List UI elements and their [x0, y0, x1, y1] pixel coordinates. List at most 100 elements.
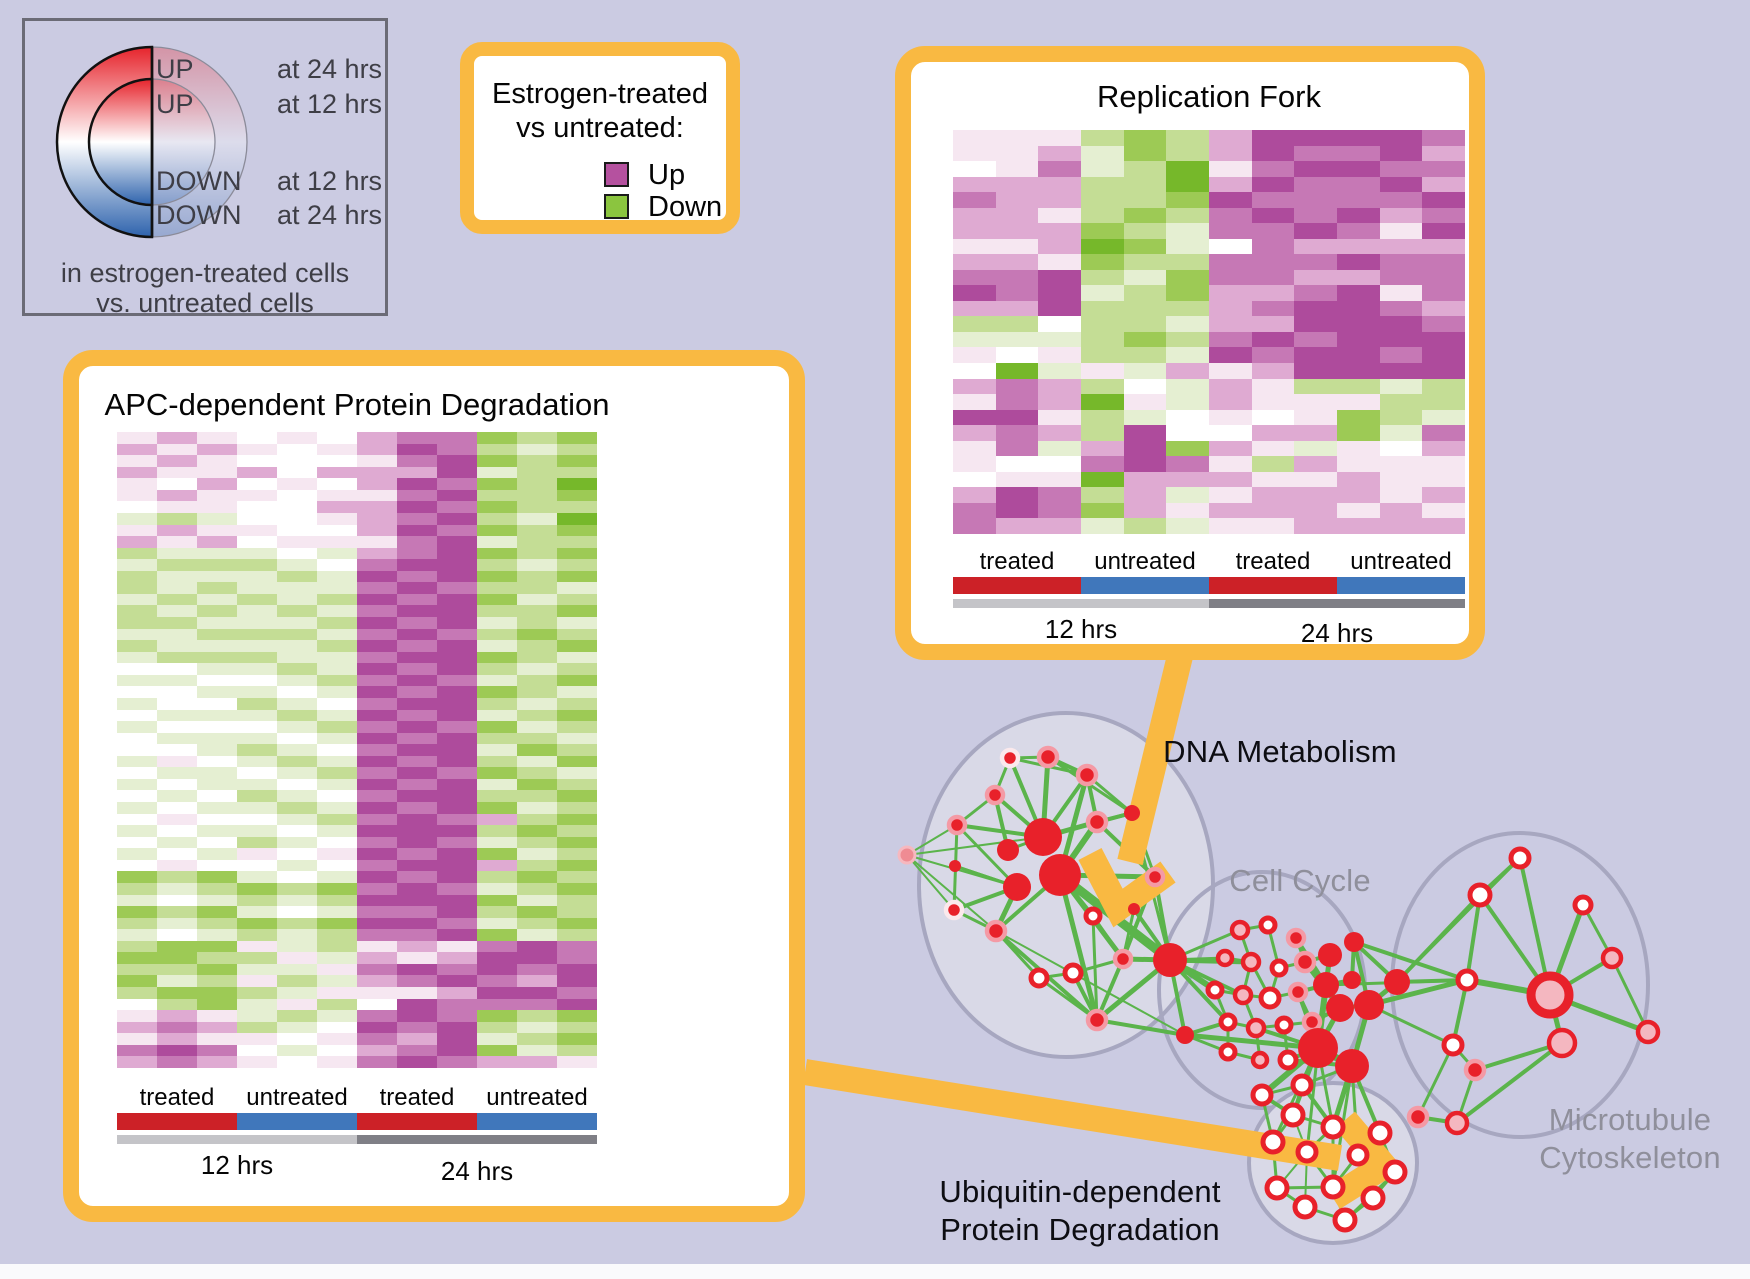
heatmap-cell [437, 940, 477, 953]
heatmap-cell [357, 640, 397, 652]
heatmap-row [117, 906, 597, 918]
heatmap-cell [1081, 285, 1124, 301]
heatmap-cell [317, 651, 357, 664]
ring-row-up-12: UP at 12 hrs [156, 89, 383, 119]
heatmap-cell [1294, 145, 1338, 162]
heatmap-cell [277, 593, 317, 606]
heatmap-cell [1081, 192, 1124, 208]
network-node-d8 [1124, 805, 1140, 821]
heatmap-row [117, 894, 597, 907]
heatmap-cell [995, 409, 1039, 426]
heatmap-cell [1337, 331, 1380, 348]
heatmap-cell [517, 790, 557, 802]
heatmap-cell [953, 238, 996, 255]
heatmap-cell [1123, 285, 1167, 301]
heatmap-cell [1038, 394, 1082, 410]
network-node-d10 [1144, 866, 1166, 888]
heatmap-cell [317, 1021, 357, 1034]
heatmap-cell [517, 882, 557, 895]
heatmap-cell [437, 825, 477, 837]
heatmap-cell [557, 663, 597, 675]
heatmap-cell [357, 802, 397, 814]
heatmap-cell [197, 1033, 237, 1045]
heatmap-cell [317, 802, 357, 814]
heatmap-cell [953, 161, 996, 177]
heatmap-cell [477, 790, 517, 802]
heatmap-cell [437, 663, 477, 675]
heatmap-cell [1294, 238, 1338, 255]
heatmap-cell [237, 478, 277, 490]
heatmap-cell [477, 686, 517, 698]
heatmap-row [953, 161, 1466, 177]
heatmap-row [117, 455, 597, 467]
heatmap-row [117, 721, 597, 733]
heatmap-row [117, 732, 597, 745]
heatmap-cell [317, 744, 357, 756]
heatmap-cell [1379, 518, 1423, 534]
heatmap-cell [1337, 207, 1380, 224]
heatmap-cell [437, 489, 477, 502]
estrogen-updown-legend: Estrogen-treated vs untreated: Up Down [460, 42, 740, 234]
heatmap-cell [1123, 378, 1167, 395]
heatmap-row [953, 269, 1466, 286]
heatmap-cell [157, 836, 197, 849]
heatmap-cell [197, 767, 237, 779]
heatmap-cell [477, 582, 517, 594]
heatmap-cell [237, 975, 277, 987]
heatmap-cell [1294, 254, 1338, 270]
heatmap-cell [157, 790, 197, 802]
heatmap-cell [317, 628, 357, 641]
heatmap-cell [995, 362, 1039, 379]
heatmap-cell [117, 767, 157, 779]
heatmap-cell [1209, 456, 1252, 472]
heatmap-cell [117, 871, 157, 883]
heatmap-cell [237, 501, 277, 513]
network-node-c15 [1343, 971, 1361, 989]
heatmap-cell [1038, 145, 1082, 162]
rf-12hrs-bar [953, 599, 1209, 608]
heatmap-cell [357, 489, 397, 502]
down-label: Down [648, 191, 723, 223]
heatmap-cell [277, 617, 317, 629]
network-edge [906, 854, 955, 911]
heatmap-cell [437, 478, 477, 490]
network-node-d7 [949, 860, 961, 872]
heatmap-cell [557, 778, 597, 791]
heatmap-row [117, 802, 597, 814]
heatmap-cell [117, 640, 157, 652]
heatmap-cell [397, 987, 437, 999]
heatmap-cell [953, 207, 996, 224]
heatmap-cell [477, 998, 517, 1011]
heatmap-cell [1123, 394, 1167, 410]
heatmap-cell [1209, 409, 1252, 426]
figure-bottom-margin [0, 1264, 1750, 1279]
heatmap-cell [477, 802, 517, 814]
heatmap-cell [317, 721, 357, 733]
heatmap-cell [1038, 518, 1082, 534]
heatmap-cell [397, 836, 437, 849]
heatmap-cell [317, 501, 357, 513]
heatmap-cell [953, 254, 996, 270]
heatmap-cell [1422, 223, 1466, 239]
heatmap-cell [953, 425, 996, 441]
heatmap-cell [357, 1010, 397, 1022]
network-node-m5 [1441, 1033, 1465, 1057]
heatmap-cell [397, 536, 437, 548]
heatmap-row [117, 524, 597, 537]
rf-group-label-2: untreated [1094, 548, 1196, 575]
heatmap-cell [1209, 394, 1252, 410]
heatmap-cell [1422, 378, 1466, 395]
heatmap-cell [557, 755, 597, 768]
heatmap-cell [437, 547, 477, 560]
heatmap-cell [197, 813, 237, 826]
heatmap-cell [437, 721, 477, 733]
heatmap-cell [237, 906, 277, 918]
heatmap-cell [1209, 425, 1252, 441]
heatmap-cell [1123, 409, 1167, 426]
heatmap-cell [197, 686, 237, 698]
network-node-c26 [1250, 1050, 1270, 1070]
heatmap-cell [157, 432, 197, 444]
heatmap-cell [1038, 207, 1082, 224]
heatmap-cell [557, 767, 597, 779]
heatmap-cell [1294, 378, 1338, 395]
